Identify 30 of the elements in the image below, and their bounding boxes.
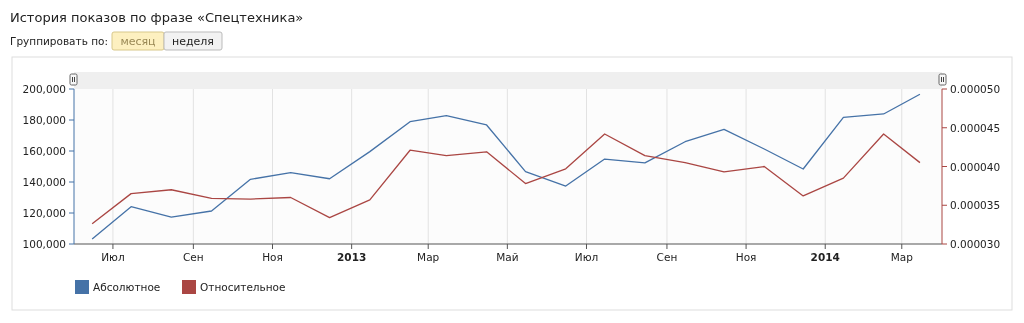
x-tick-label: Ноя [735, 251, 757, 263]
y2-tick-label: 0.000035 [950, 199, 1001, 212]
legend-label: Абсолютное [93, 281, 161, 293]
x-tick-label: Сен [656, 251, 678, 263]
x-tick-label: 2014 [810, 251, 840, 263]
text: неделя [172, 35, 214, 48]
line-series [91, 93, 921, 240]
y-tick-label: 100,000 [22, 238, 66, 250]
y2-tick-label: 0.000030 [950, 238, 1001, 250]
y2-tick-label: 0.000040 [950, 160, 1001, 173]
y-tick-label: 180,000 [22, 114, 66, 126]
x-tick-label: Мар [890, 251, 914, 263]
text: месяц [120, 35, 156, 48]
y-tick-label: 140,000 [22, 176, 66, 188]
x-tick-label: Мар [417, 251, 440, 263]
y2-tick-label: 0.000050 [950, 83, 1001, 95]
legend-label: Относительное [200, 281, 286, 293]
y-tick-label: 160,000 [22, 145, 66, 157]
x-tick-label: Июл [574, 251, 599, 263]
x-tick-label: Ноя [262, 251, 283, 263]
y2-tick-label: 0.000045 [950, 121, 1001, 134]
chart-title: История показов по фразе «Спецтехника» [10, 10, 304, 25]
line-series [91, 133, 921, 225]
text: Группировать по: [10, 35, 109, 47]
x-tick-label: 2013 [337, 251, 367, 263]
y-tick-label: 120,000 [22, 207, 66, 219]
x-tick-label: Май [496, 251, 519, 263]
x-tick-label: Июл [101, 251, 125, 263]
y-tick-label: 200,000 [22, 83, 66, 95]
x-tick-label: Сен [183, 251, 204, 263]
